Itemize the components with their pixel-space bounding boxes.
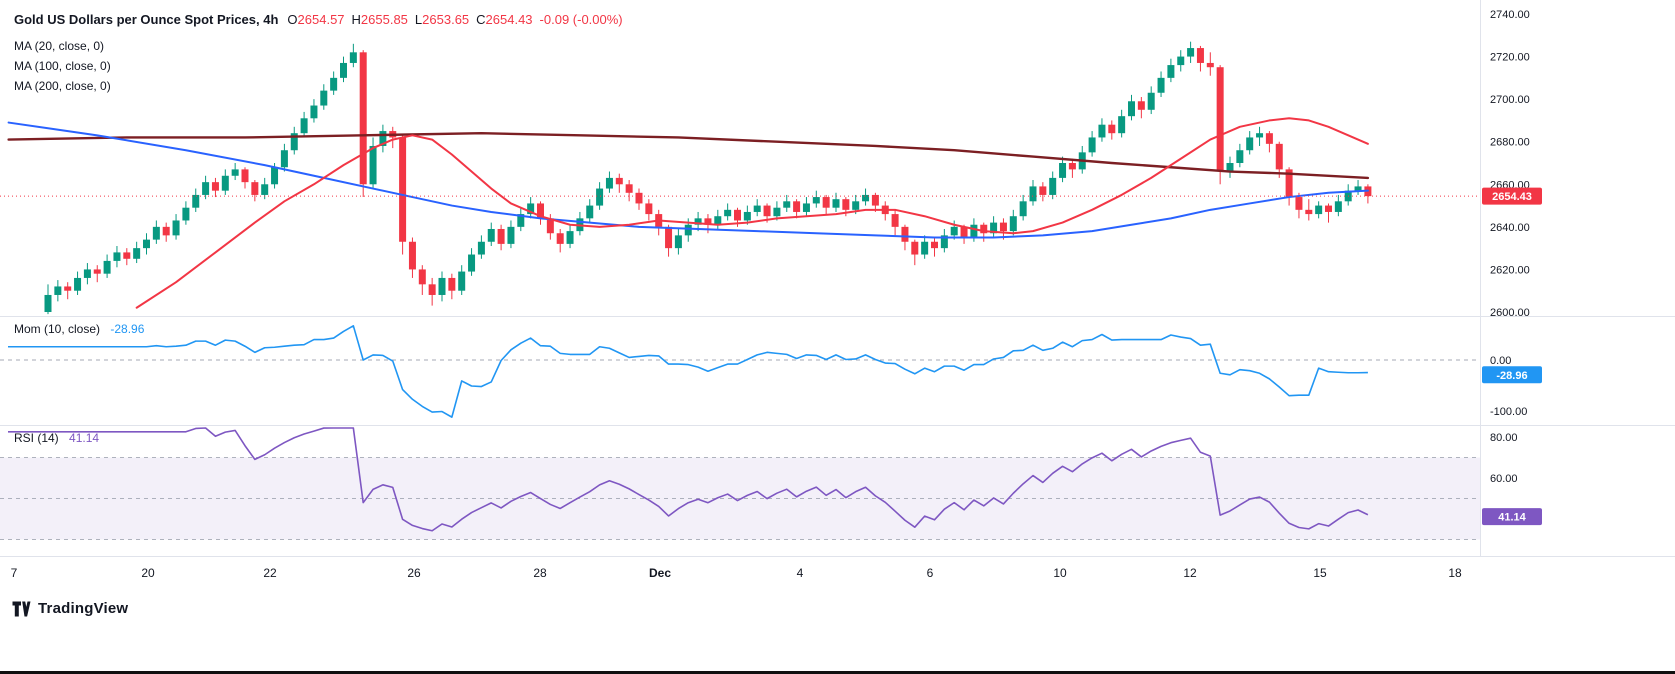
change-value: -0.09 (-0.00%) [539, 12, 623, 27]
main-pane[interactable] [0, 41, 1480, 315]
rsi-value-badge [1482, 508, 1542, 526]
momentum-legend-value: -28.96 [110, 322, 145, 336]
chart-canvas[interactable]: 2740.002720.002700.002680.002660.002640.… [0, 0, 1675, 592]
rsi-legend-label: RSI (14) [14, 431, 59, 445]
symbol-legend-row: Gold US Dollars per Ounce Spot Prices, 4… [14, 12, 623, 27]
svg-text:18: 18 [1448, 566, 1462, 580]
svg-text:2720.00: 2720.00 [1490, 52, 1530, 64]
svg-text:28: 28 [533, 566, 547, 580]
momentum-legend[interactable]: Mom (10, close) -28.96 [14, 322, 144, 336]
rsi-line [8, 427, 1369, 532]
svg-text:26: 26 [407, 566, 421, 580]
close-value: 2654.43 [485, 12, 533, 27]
tradingview-logo-icon [12, 601, 31, 616]
momentum-value-badge [1482, 366, 1542, 384]
svg-text:2654.43: 2654.43 [1492, 191, 1532, 203]
tradingview-wordmark: TradingView [38, 600, 129, 617]
svg-text:Dec: Dec [649, 566, 671, 580]
svg-text:41.14: 41.14 [1498, 512, 1526, 524]
svg-text:2600.00: 2600.00 [1490, 307, 1530, 319]
candles-layer [44, 41, 1372, 315]
chart-title[interactable]: Gold US Dollars per Ounce Spot Prices, 4… [14, 12, 279, 27]
ma100-line [7, 121, 1369, 239]
open-value: 2654.57 [297, 12, 345, 27]
momentum-line [8, 325, 1368, 418]
svg-text:0.00: 0.00 [1490, 355, 1511, 367]
window-edge [0, 671, 1675, 674]
high-value: 2655.85 [360, 12, 408, 27]
ma20-line [135, 117, 1369, 309]
close-label: C [476, 12, 486, 27]
ma20-legend[interactable]: MA (20, close, 0) [14, 39, 105, 53]
ma200-legend[interactable]: MA (200, close, 0) [14, 79, 111, 93]
svg-text:7: 7 [11, 566, 18, 580]
svg-text:-100.00: -100.00 [1490, 406, 1527, 418]
svg-text:10: 10 [1053, 566, 1067, 580]
svg-text:2620.00: 2620.00 [1490, 264, 1530, 276]
svg-text:4: 4 [797, 566, 804, 580]
low-label: L [414, 12, 423, 27]
tradingview-attribution[interactable]: TradingView [12, 600, 128, 617]
svg-text:2640.00: 2640.00 [1490, 222, 1530, 234]
svg-text:12: 12 [1183, 566, 1197, 580]
low-value: 2653.65 [422, 12, 470, 27]
svg-text:-28.96: -28.96 [1496, 370, 1527, 382]
ma100-legend[interactable]: MA (100, close, 0) [14, 59, 111, 73]
svg-text:80.00: 80.00 [1490, 432, 1518, 444]
momentum-legend-label: Mom (10, close) [14, 322, 101, 336]
svg-text:2740.00: 2740.00 [1490, 9, 1530, 21]
svg-text:60.00: 60.00 [1490, 473, 1518, 485]
svg-text:6: 6 [927, 566, 934, 580]
svg-text:2700.00: 2700.00 [1490, 94, 1530, 106]
rsi-legend[interactable]: RSI (14) 41.14 [14, 431, 99, 445]
svg-text:15: 15 [1313, 566, 1327, 580]
last-price-badge [1482, 187, 1542, 205]
main-legend: Gold US Dollars per Ounce Spot Prices, 4… [14, 12, 623, 96]
svg-text:20: 20 [141, 566, 155, 580]
price-axis[interactable]: 2740.002720.002700.002680.002660.002640.… [1482, 9, 1542, 526]
momentum-pane[interactable] [0, 325, 1480, 418]
open-label: O [287, 12, 298, 27]
rsi-pane[interactable] [0, 427, 1480, 540]
time-axis[interactable]: 7 20 22 26 28 Dec 4 6 10 12 15 18 [11, 566, 1462, 580]
svg-text:2680.00: 2680.00 [1490, 137, 1530, 149]
high-label: H [351, 12, 361, 27]
svg-text:22: 22 [263, 566, 277, 580]
rsi-legend-value: 41.14 [69, 431, 100, 445]
ma200-line [7, 131, 1370, 180]
ohlc-values: O2654.57 H2655.85 L2653.65 C2654.43 -0.0… [287, 12, 622, 27]
